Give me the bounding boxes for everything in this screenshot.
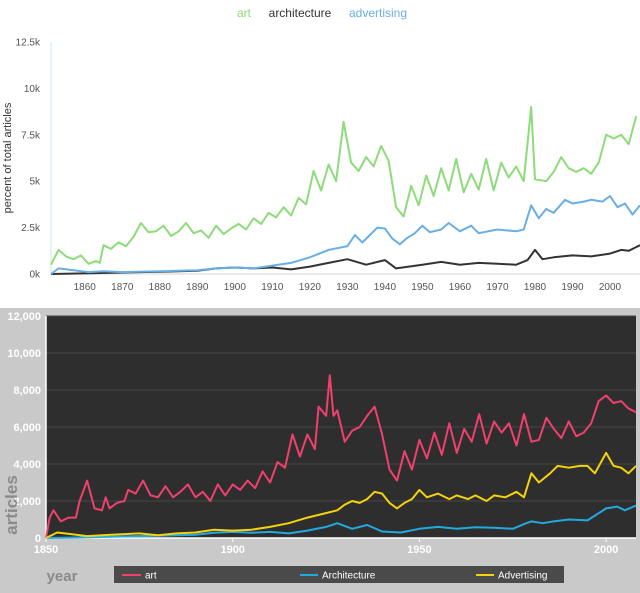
top-x-tick-label: 1970 [486,282,509,293]
bottom-series-line-architecture [45,504,637,539]
bottom-y-tick-label: 0 [35,533,41,545]
top-x-tick-label: 1930 [336,282,359,293]
top-x-tick-label: 1920 [299,282,322,293]
top-y-tick-label: 0k [29,270,41,281]
bottom-y-axis-title: articles [2,475,21,535]
top-x-tick-label: 1870 [111,282,134,293]
top-x-tick-label: 1960 [449,282,472,293]
top-y-tick-label: 7.5k [21,130,41,141]
top-chart: 0k 2.5k 5k 7.5k 10k 12.5k 1860 1870 1880 1890 1900… [2,6,640,293]
top-y-tick-label: 12.5k [16,38,41,49]
top-x-tick-label: 1950 [411,282,434,293]
top-x-tick-label: 1860 [74,282,97,293]
top-y-tick-label: 5k [29,177,41,188]
bottom-y-tick-label: 4,000 [13,459,41,471]
bottom-series-line-art [45,374,637,539]
bottom-series-line-advertising [45,451,637,539]
bottom-y-tick-label: 12,000 [7,311,41,323]
bottom-legend-item-advertising[interactable]: Advertising [498,571,547,582]
bottom-y-tick-label: 8,000 [13,385,41,397]
top-y-tick-label: 10k [24,84,41,95]
top-legend-item-advertising[interactable]: advertising [349,6,407,20]
top-x-tick-label: 1940 [374,282,397,293]
top-y-axis-title: percent of total articles [2,102,14,213]
top-x-tick-label: 1900 [224,282,247,293]
top-x-tick-label: 1910 [261,282,284,293]
top-x-tick-label: 1880 [149,282,172,293]
top-y-tick-label: 2.5k [21,223,41,234]
bottom-y-tick-label: 10,000 [7,348,41,360]
bottom-x-tick-label: 1900 [220,544,244,556]
bottom-x-tick-label: 1850 [34,544,58,556]
bottom-legend-item-art[interactable]: art [145,571,157,582]
bottom-x-tick-label: 1950 [407,544,431,556]
bottom-chart: 0 2,000 4,000 6,000 8,000 10,000 12,000 1850 190… [2,311,637,585]
top-legend-item-art[interactable]: art [237,6,252,20]
bottom-x-tick-label: 2000 [594,544,618,556]
top-series-line-advertising [50,195,640,275]
top-series-line-art [50,106,638,266]
bottom-x-axis-title: year [47,568,78,585]
top-x-tick-label: 1990 [561,282,584,293]
top-x-tick-label: 1980 [524,282,547,293]
top-x-tick-label: 2000 [599,282,622,293]
bottom-legend-item-architecture[interactable]: Architecture [322,571,376,582]
bottom-y-tick-label: 6,000 [13,422,41,434]
bottom-legend-bar [114,566,564,583]
top-legend-item-architecture[interactable]: architecture [269,6,332,20]
top-x-tick-label: 1890 [186,282,209,293]
bottom-y-tick-label: 2,000 [13,496,41,508]
